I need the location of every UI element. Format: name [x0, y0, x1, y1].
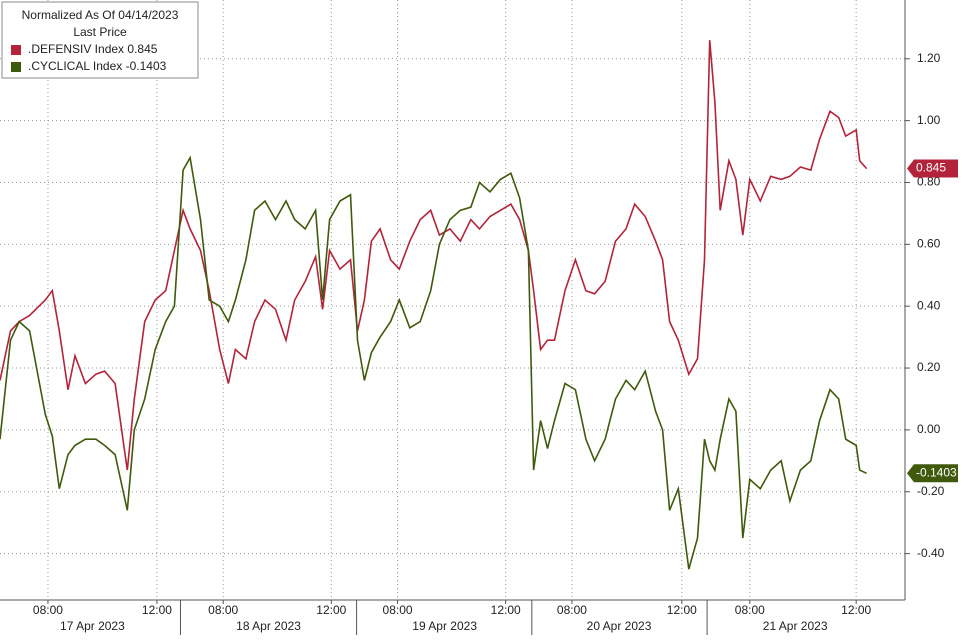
- legend-value: 0.845: [127, 42, 157, 56]
- y-tick-label: 0.40: [917, 298, 941, 312]
- legend-name: .DEFENSIV Index: [28, 42, 124, 56]
- last-price-label: 0.845: [916, 161, 946, 175]
- y-tick-label: 0.00: [917, 422, 941, 436]
- x-tick-label: 08:00: [383, 603, 413, 617]
- x-tick-label: 08:00: [33, 603, 63, 617]
- legend-swatch: [11, 45, 21, 55]
- x-tick-label: 12:00: [491, 603, 521, 617]
- last-price-flag: [907, 464, 958, 483]
- legend-box: [1, 1, 199, 79]
- legend-label: .CYCLICAL Index -0.1403: [28, 59, 167, 73]
- plot-background: [0, 0, 905, 600]
- last-price-label: -0.1403: [916, 465, 957, 479]
- y-tick-label: 1.00: [917, 113, 941, 127]
- x-tick-label: 08:00: [735, 603, 765, 617]
- x-tick-label: 08:00: [208, 603, 238, 617]
- y-tick-label: 1.20: [917, 51, 941, 65]
- legend-swatch: [11, 62, 21, 72]
- day-label: 18 Apr 2023: [236, 619, 301, 633]
- legend-subtitle: Last Price: [73, 25, 127, 39]
- legend-label: .DEFENSIV Index 0.845: [28, 42, 158, 56]
- x-tick-label: 12:00: [316, 603, 346, 617]
- legend-name: .CYCLICAL Index: [28, 59, 122, 73]
- series-line: [0, 40, 868, 471]
- y-tick-label: -0.20: [917, 484, 945, 498]
- x-tick-label: 08:00: [557, 603, 587, 617]
- y-tick-label: 0.20: [917, 360, 941, 374]
- x-tick-label: 12:00: [667, 603, 697, 617]
- day-label: 19 Apr 2023: [412, 619, 477, 633]
- x-tick-label: 12:00: [142, 603, 172, 617]
- legend-title: Normalized As Of 04/14/2023: [22, 8, 179, 22]
- day-label: 17 Apr 2023: [60, 619, 125, 633]
- last-price-flag: [907, 159, 958, 178]
- y-tick-label: 0.60: [917, 237, 941, 251]
- legend-value: -0.1403: [126, 59, 167, 73]
- y-tick-label: 0.80: [917, 175, 941, 189]
- day-label: 21 Apr 2023: [763, 619, 828, 633]
- day-label: 20 Apr 2023: [587, 619, 652, 633]
- y-tick-label: -0.40: [917, 546, 945, 560]
- x-tick-label: 12:00: [841, 603, 871, 617]
- series-line: [0, 155, 867, 570]
